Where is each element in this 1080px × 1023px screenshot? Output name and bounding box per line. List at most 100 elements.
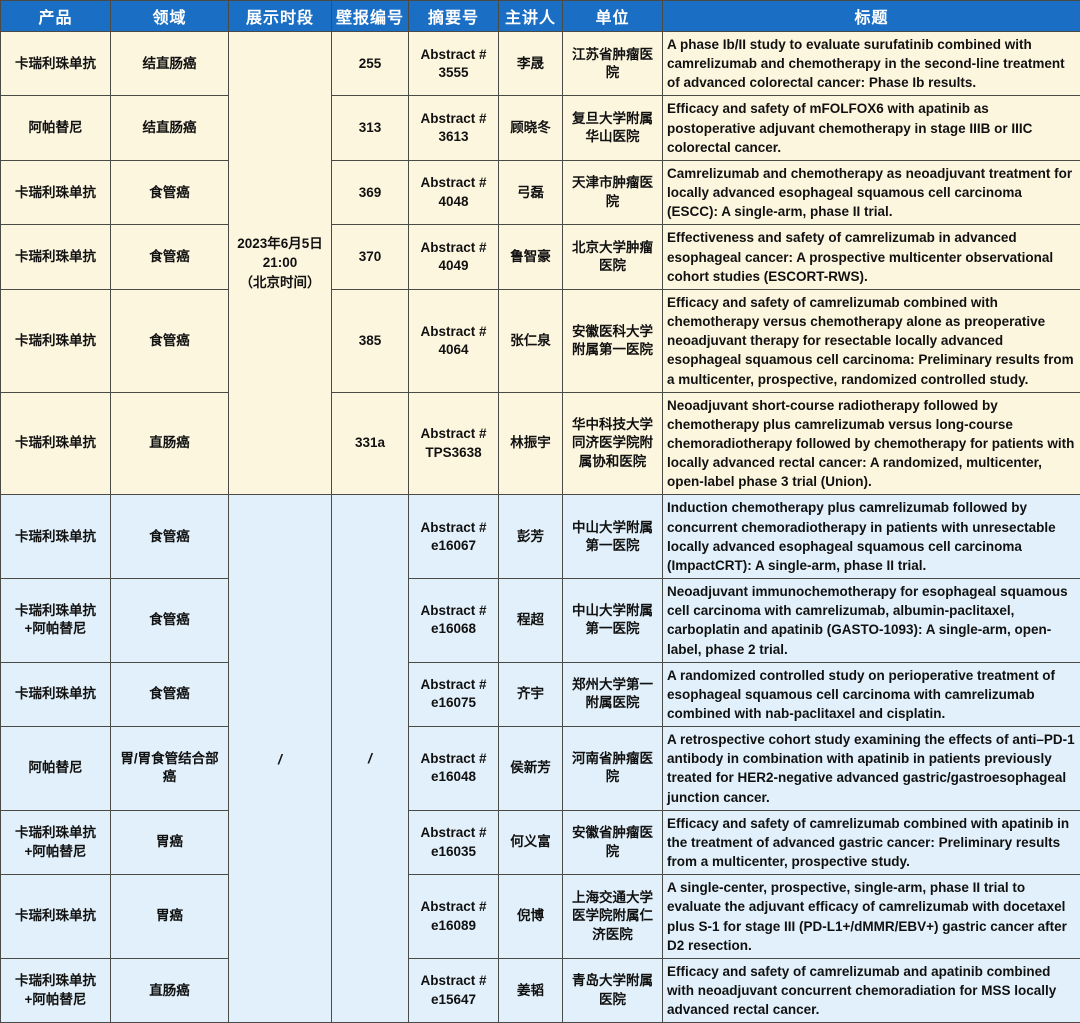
- cell-product: 阿帕替尼: [1, 727, 111, 811]
- cell-abstract: Abstract # e16067: [409, 495, 499, 579]
- column-header-session: 展示时段: [229, 1, 332, 32]
- cell-organization: 中山大学附属第一医院: [563, 495, 663, 579]
- cell-abstract: Abstract # e15647: [409, 958, 499, 1022]
- cell-organization: 郑州大学第一附属医院: [563, 662, 663, 726]
- cell-speaker: 李晟: [499, 32, 563, 96]
- column-header-field: 领域: [111, 1, 229, 32]
- cell-speaker: 张仁泉: [499, 289, 563, 392]
- cell-title: Neoadjuvant immunochemotherapy for esoph…: [663, 579, 1080, 663]
- header-row: 产品 领域 展示时段 壁报编号 摘要号 主讲人 单位 标题: [1, 1, 1080, 32]
- cell-poster: 369: [332, 160, 409, 224]
- cell-organization: 青岛大学附属医院: [563, 958, 663, 1022]
- cell-organization: 安徽医科大学附属第一医院: [563, 289, 663, 392]
- cell-poster: 255: [332, 32, 409, 96]
- cell-speaker: 弓磊: [499, 160, 563, 224]
- cell-field: 食管癌: [111, 495, 229, 579]
- not-applicable-marker: /: [368, 750, 372, 766]
- cell-title: A phase Ib/II study to evaluate surufati…: [663, 32, 1080, 96]
- cell-title: Camrelizumab and chemotherapy as neoadju…: [663, 160, 1080, 224]
- cell-organization: 安徽省肿瘤医院: [563, 810, 663, 874]
- cell-field: 食管癌: [111, 225, 229, 289]
- cell-organization: 天津市肿瘤医院: [563, 160, 663, 224]
- cell-product: 阿帕替尼: [1, 96, 111, 160]
- cell-organization: 河南省肿瘤医院: [563, 727, 663, 811]
- column-header-speaker: 主讲人: [499, 1, 563, 32]
- cell-product: 卡瑞利珠单抗: [1, 289, 111, 392]
- cell-speaker: 鲁智豪: [499, 225, 563, 289]
- cell-title: A retrospective cohort study examining t…: [663, 727, 1080, 811]
- cell-title: Efficacy and safety of camrelizumab comb…: [663, 289, 1080, 392]
- cell-product: 卡瑞利珠单抗: [1, 160, 111, 224]
- not-applicable-marker: /: [278, 751, 282, 767]
- cell-abstract: Abstract # 4048: [409, 160, 499, 224]
- cell-product: 卡瑞利珠单抗: [1, 875, 111, 959]
- cell-speaker: 侯新芳: [499, 727, 563, 811]
- cell-field: 食管癌: [111, 662, 229, 726]
- cell-title: Neoadjuvant short-course radiotherapy fo…: [663, 392, 1080, 495]
- cell-speaker: 顾晓冬: [499, 96, 563, 160]
- cell-field: 直肠癌: [111, 958, 229, 1022]
- cell-abstract: Abstract # 3555: [409, 32, 499, 96]
- cell-organization: 华中科技大学同济医学院附属协和医院: [563, 392, 663, 495]
- cell-product: 卡瑞利珠单抗: [1, 32, 111, 96]
- cell-product: 卡瑞利珠单抗: [1, 662, 111, 726]
- cell-title: Effectiveness and safety of camrelizumab…: [663, 225, 1080, 289]
- column-header-org: 单位: [563, 1, 663, 32]
- cell-field: 胃癌: [111, 810, 229, 874]
- cell-title: A randomized controlled study on periope…: [663, 662, 1080, 726]
- column-header-title: 标题: [663, 1, 1080, 32]
- cell-abstract: Abstract # TPS3638: [409, 392, 499, 495]
- cell-title: Induction chemotherapy plus camrelizumab…: [663, 495, 1080, 579]
- cell-speaker: 林振宇: [499, 392, 563, 495]
- cell-speaker: 程超: [499, 579, 563, 663]
- column-header-abstract: 摘要号: [409, 1, 499, 32]
- cell-speaker: 齐宇: [499, 662, 563, 726]
- cell-abstract: Abstract # 4049: [409, 225, 499, 289]
- cell-abstract: Abstract # e16048: [409, 727, 499, 811]
- cell-organization: 江苏省肿瘤医院: [563, 32, 663, 96]
- cell-poster: 385: [332, 289, 409, 392]
- cell-product: 卡瑞利珠单抗: [1, 495, 111, 579]
- cell-title: A single-center, prospective, single-arm…: [663, 875, 1080, 959]
- cell-field: 结直肠癌: [111, 96, 229, 160]
- cell-speaker: 姜韬: [499, 958, 563, 1022]
- cell-field: 结直肠癌: [111, 32, 229, 96]
- table-header: 产品 领域 展示时段 壁报编号 摘要号 主讲人 单位 标题: [1, 1, 1080, 32]
- cell-product: 卡瑞利珠单抗: [1, 392, 111, 495]
- cell-organization: 上海交通大学医学院附属仁济医院: [563, 875, 663, 959]
- cell-field: 胃癌: [111, 875, 229, 959]
- cell-title: Efficacy and safety of camrelizumab comb…: [663, 810, 1080, 874]
- cell-field: 食管癌: [111, 579, 229, 663]
- cell-organization: 中山大学附属第一医院: [563, 579, 663, 663]
- column-header-product: 产品: [1, 1, 111, 32]
- cell-field: 食管癌: [111, 289, 229, 392]
- cell-organization: 复旦大学附属华山医院: [563, 96, 663, 160]
- cell-poster: 370: [332, 225, 409, 289]
- cell-speaker: 何义富: [499, 810, 563, 874]
- cell-product: 卡瑞利珠单抗: [1, 225, 111, 289]
- cell-field: 直肠癌: [111, 392, 229, 495]
- cell-product: 卡瑞利珠单抗+阿帕替尼: [1, 810, 111, 874]
- cell-speaker: 倪博: [499, 875, 563, 959]
- cell-product: 卡瑞利珠单抗+阿帕替尼: [1, 958, 111, 1022]
- cell-poster: 331a: [332, 392, 409, 495]
- cell-field: 胃/胃食管结合部癌: [111, 727, 229, 811]
- cell-abstract: Abstract # e16068: [409, 579, 499, 663]
- cell-abstract: Abstract # e16089: [409, 875, 499, 959]
- cell-speaker: 彭芳: [499, 495, 563, 579]
